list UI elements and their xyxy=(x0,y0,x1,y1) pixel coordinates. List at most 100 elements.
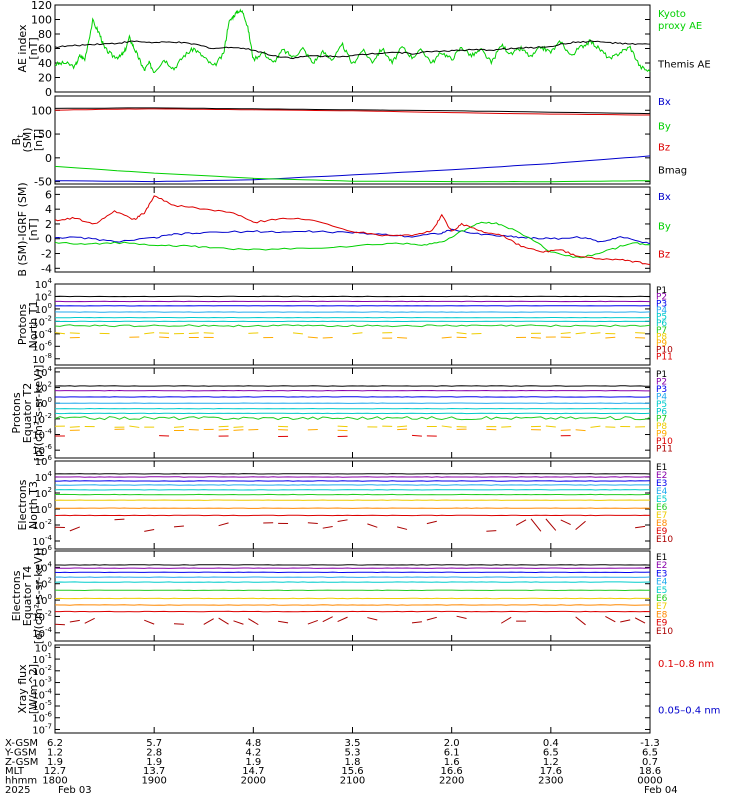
series-segment-e10 xyxy=(456,615,467,619)
series-segment-e10 xyxy=(218,522,229,527)
y-tick-exponent: -6 xyxy=(45,339,53,347)
ephemeris-value: 12.7 xyxy=(44,766,66,777)
series-segment-p8 xyxy=(69,332,80,334)
y-tick-label: 10-7 xyxy=(32,722,52,736)
y-axis-label-subscript: t xyxy=(16,135,25,138)
series-segment-e10 xyxy=(396,526,408,530)
series-segment-e10 xyxy=(530,518,542,532)
series-segment-e10 xyxy=(426,520,437,525)
legend-entry: E6 xyxy=(656,594,668,604)
y-tick-exponent: 4 xyxy=(48,365,53,373)
series-line-by xyxy=(54,221,651,259)
series-segment-e10 xyxy=(515,519,527,526)
legend-entry: P11 xyxy=(656,352,673,362)
ephemeris-value: 18.6 xyxy=(639,766,661,777)
ephemeris-value: 1.6 xyxy=(444,757,460,768)
series-segment-e10 xyxy=(248,618,259,626)
y-axis-label-line: Bt xyxy=(10,135,25,146)
y-axis-label-line: Protons xyxy=(16,304,29,345)
ephemeris-value: 1.9 xyxy=(146,757,162,768)
ephemeris-value: 17.6 xyxy=(540,766,562,777)
y-tick-label: 4 xyxy=(45,203,52,216)
legend-entry: 0.05–0.4 nm xyxy=(658,706,720,717)
series-line-themis-ae xyxy=(54,40,651,60)
legend-entry: E7 xyxy=(656,511,667,521)
ephemeris-value: -1.3 xyxy=(640,738,660,749)
ephemeris-row-label: Z-GSM xyxy=(5,757,38,768)
series-segment-p10 xyxy=(411,434,422,437)
series-segment-e10 xyxy=(634,617,646,624)
series-segment-e10 xyxy=(560,519,571,526)
y-tick-exponent: -8 xyxy=(45,352,52,360)
y-tick-exponent: 2 xyxy=(48,577,52,585)
y-tick-exponent: -2 xyxy=(45,412,52,420)
series-group xyxy=(54,385,651,438)
series-segment-e10 xyxy=(233,620,244,625)
ephemeris-axis: X-GSM 6.2 5.7 4.8 3.5 2.0 0.4 -1.3 Y-GSM 1.2 2.8 4.… xyxy=(4,738,678,796)
series-line-bmag xyxy=(54,107,651,115)
series-line-bz xyxy=(54,108,650,116)
y-axis-label: Xray flux[W/m^2] xyxy=(16,664,40,714)
y-axis-label-line: [W/m^2] xyxy=(27,664,40,714)
series-line-bx xyxy=(55,155,651,183)
y-tick-exponent: 0 xyxy=(48,502,52,510)
y-tick-exponent: -2 xyxy=(45,518,52,526)
y-axis-label-line: AE index xyxy=(16,24,29,73)
series-segment-e10 xyxy=(367,617,378,621)
series-segment-p9 xyxy=(397,337,408,339)
legend-entry: P8 xyxy=(656,332,667,342)
series-segment-e10 xyxy=(114,518,125,521)
series-segment-p8 xyxy=(173,426,184,428)
series-segment-e10 xyxy=(307,619,318,625)
series-segment-e10 xyxy=(367,523,378,528)
legend-entry: P11 xyxy=(656,445,673,455)
y-tick-label: 0 xyxy=(45,86,52,99)
series-segment-e10 xyxy=(69,526,80,532)
ephemeris-value: 0.7 xyxy=(642,757,658,768)
y-axis-label-line: Xray flux xyxy=(16,664,29,714)
legend-entry: E5 xyxy=(656,586,667,596)
y-tick-exponent: -4 xyxy=(45,534,53,542)
ephemeris-value: 2100 xyxy=(340,776,365,787)
series-group xyxy=(54,107,651,183)
y-tick-exponent: -2 xyxy=(45,314,52,322)
series-segment-p8 xyxy=(560,332,571,334)
legend-entry: P7 xyxy=(656,415,667,425)
series-segment-e10 xyxy=(486,530,497,532)
y-tick-label: 0 xyxy=(45,233,52,246)
panel-2: -50 0 50 100 Bt(SM)[nT] Bx By Bz Bmag xyxy=(10,95,687,189)
y-tick-exponent: -4 xyxy=(45,327,53,335)
y-axis-label-line: North T3 xyxy=(27,481,40,529)
series-segment-p9 xyxy=(605,336,616,339)
y-tick-exponent: 4 xyxy=(48,560,53,568)
series-segment-p9 xyxy=(233,429,244,431)
series-line-kyoto-proxy-ae xyxy=(54,8,651,74)
series-segment-p8 xyxy=(188,332,199,334)
legend-entry: E5 xyxy=(656,495,667,505)
series-segment-p8 xyxy=(144,332,155,335)
ephemeris-value: 4.8 xyxy=(245,738,261,749)
legend-entry: Bmag xyxy=(658,165,687,176)
legend-entry: E3 xyxy=(656,569,667,579)
series-segment-p9 xyxy=(188,428,199,431)
series-segment-p9 xyxy=(575,429,586,432)
y-tick-exponent: -6 xyxy=(45,711,53,719)
series-segment-e10 xyxy=(575,616,586,626)
legend-entry: E1 xyxy=(656,553,667,563)
series-segment-e10 xyxy=(575,520,586,531)
y-tick-label: 120 xyxy=(31,0,52,12)
legend-entry: P5 xyxy=(656,400,667,410)
y-tick-exponent: 2 xyxy=(48,381,52,389)
legend-entry: Bz xyxy=(658,143,670,154)
legend-entry: E7 xyxy=(656,602,667,612)
legend-entry: P10 xyxy=(656,346,673,356)
y-tick-exponent: 4 xyxy=(48,470,53,478)
